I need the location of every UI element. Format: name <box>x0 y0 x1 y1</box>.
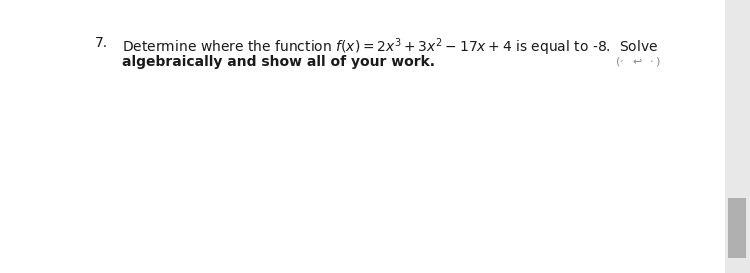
Text: 7.: 7. <box>94 36 108 50</box>
Text: $(\acute{\ }\ \ \hookleftarrow\ \cdot)$: $(\acute{\ }\ \ \hookleftarrow\ \cdot)$ <box>615 55 661 68</box>
Bar <box>725 0 750 273</box>
Text: algebraically and show all of your work.: algebraically and show all of your work. <box>122 55 435 69</box>
Text: Determine where the function $f(x) = 2x^3 + 3x^2 - 17x + 4$ is equal to -8.  Sol: Determine where the function $f(x) = 2x^… <box>122 36 658 58</box>
Bar <box>728 198 746 258</box>
